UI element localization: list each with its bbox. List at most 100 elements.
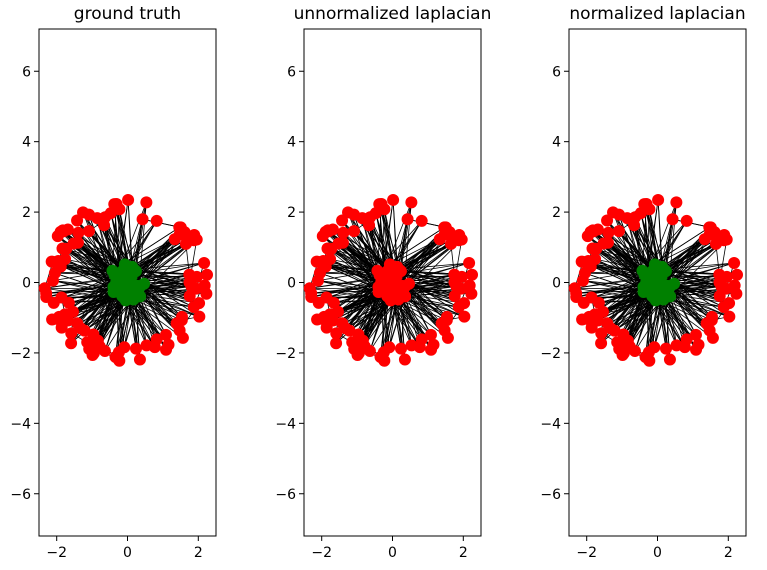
data-point [77,206,90,219]
data-point [113,354,126,367]
x-tick-label: 2 [724,545,733,561]
y-tick-label: 6 [552,64,561,80]
data-point [303,282,316,295]
y-tick-label: 4 [552,135,561,151]
graph-edge [384,209,398,267]
data-point [401,213,414,226]
data-point [65,327,78,340]
data-point [71,317,84,330]
graph-edge [665,296,671,349]
data-point [709,237,722,250]
y-tick-label: −6 [275,487,296,503]
graph-edge [668,286,722,294]
y-tick-label: 4 [287,135,296,151]
graph-edge [606,270,643,324]
data-point [174,221,187,234]
data-point [162,338,175,351]
data-point [463,257,476,270]
y-tick-label: 6 [22,64,31,80]
data-point [383,258,396,271]
data-point [200,287,213,300]
data-point [356,212,369,225]
data-point [728,257,741,270]
data-point [125,270,138,283]
subplot-ground-truth: ground truth −2 0 2 −6 −4 −2 0 2 4 6 [10,4,217,561]
data-point [347,225,360,238]
data-point [62,296,75,309]
data-point [595,337,608,350]
data-point [188,229,201,242]
data-point [87,347,100,360]
data-point [190,270,203,283]
data-point [568,282,581,295]
y-tick-label: −2 [275,346,296,362]
data-point [72,226,85,239]
graph-edge [607,242,644,288]
data-point [327,296,340,309]
data-point [71,236,84,249]
data-point [458,310,471,323]
data-point [607,206,620,219]
data-point [179,237,192,250]
data-point [60,242,73,255]
data-point [201,268,214,281]
data-point [405,196,418,209]
data-point [175,314,188,327]
data-point [692,338,705,351]
data-point [159,328,172,341]
graph-edge [135,296,141,349]
data-point [398,353,411,366]
data-point [371,264,384,277]
data-point [427,338,440,351]
data-point [78,324,91,337]
graph-edge [138,286,192,294]
data-point [352,347,365,360]
data-point [317,254,330,267]
data-point [326,223,339,236]
graph-edge [663,299,712,321]
data-point [313,267,326,280]
data-point [444,237,457,250]
data-point [666,213,679,226]
data-point [61,223,74,236]
data-point [731,268,744,281]
data-point [705,314,718,327]
data-point [378,203,391,216]
y-tick-label: −6 [540,487,561,503]
data-point [185,280,198,293]
data-point [704,221,717,234]
data-point [450,280,463,293]
graph-edge [133,299,182,321]
data-point [173,324,186,337]
data-point [601,317,614,330]
data-point [715,280,728,293]
data-point [193,310,206,323]
data-point [133,353,146,366]
data-point [718,229,731,242]
data-point [652,193,665,206]
data-point [198,257,211,270]
data-point [730,287,743,300]
y-tick-label: 2 [287,205,296,221]
x-tick-label: 2 [194,545,203,561]
data-point [660,342,673,355]
y-tick-label: 2 [22,205,31,221]
data-point [118,258,131,271]
data-point [663,353,676,366]
y-tick-label: 4 [22,135,31,151]
data-point [720,270,733,283]
y-tick-label: −4 [275,416,296,432]
data-point [680,214,693,227]
data-point [466,268,479,281]
data-point [374,277,387,290]
data-point [643,354,656,367]
data-point [689,328,702,341]
data-point [415,214,428,227]
data-point [325,242,338,255]
data-point [703,324,716,337]
data-point [655,270,668,283]
y-tick-label: −4 [540,416,561,432]
data-point [48,267,61,280]
data-point [336,317,349,330]
